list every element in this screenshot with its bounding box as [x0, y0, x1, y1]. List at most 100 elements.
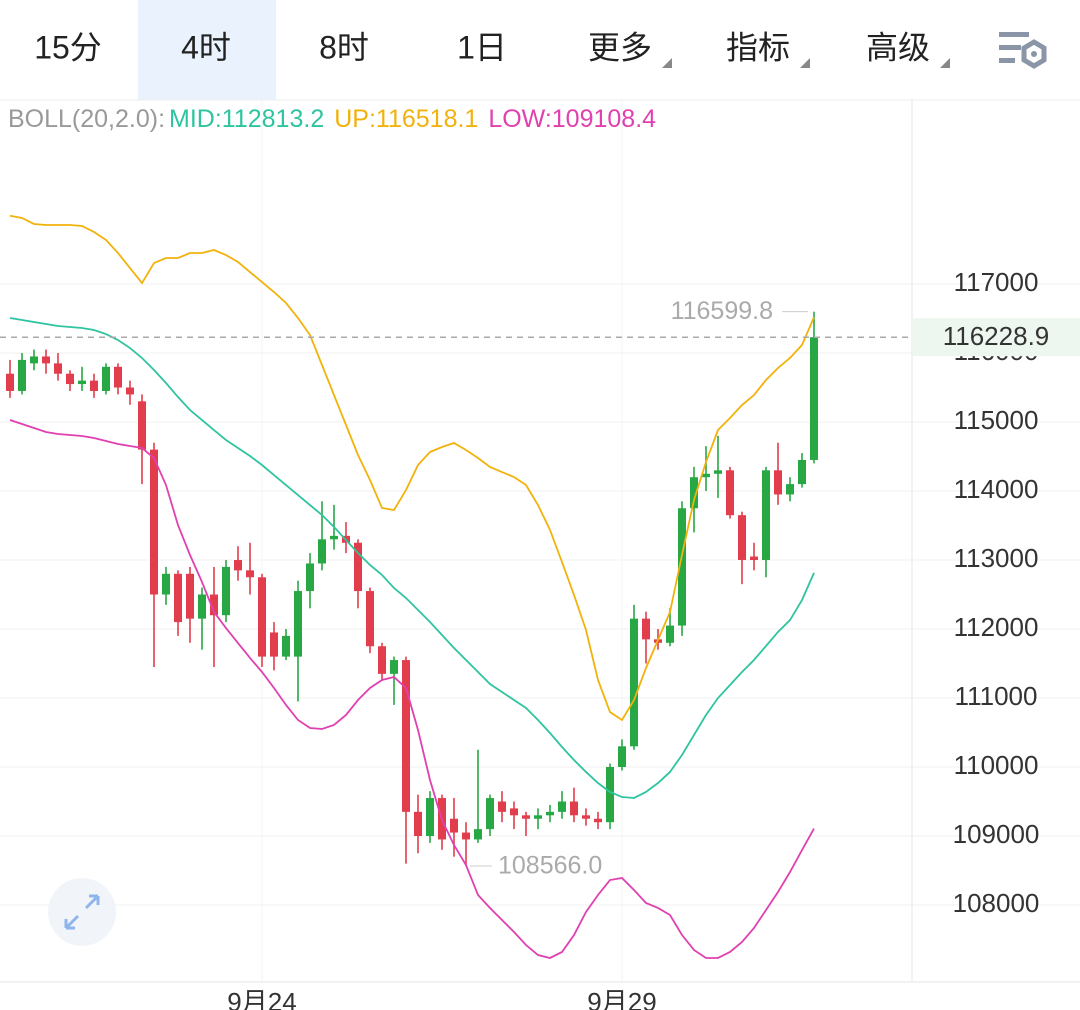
indicator-legend: BOLL(20,2.0): MID:112813.2 UP:116518.1 LOW:…: [8, 105, 656, 133]
candle-body: [630, 618, 638, 747]
candle-body: [246, 570, 254, 578]
candle-body: [690, 477, 698, 509]
candle-body: [474, 829, 482, 840]
candle-body: [210, 594, 218, 616]
expand-bg: [48, 878, 116, 946]
candle-body: [414, 811, 422, 837]
candle-body: [522, 815, 530, 819]
legend-item: UP:116518.1: [334, 105, 478, 133]
candle-body: [786, 484, 794, 495]
candle-body: [546, 811, 554, 816]
candle-body: [666, 625, 674, 643]
tab[interactable]: 15分: [34, 29, 102, 65]
candle-body: [198, 594, 206, 619]
candle-body: [534, 815, 542, 819]
candle-body: [498, 801, 506, 812]
candle-body: [642, 618, 650, 640]
high-label: 116599.8: [671, 297, 773, 325]
candle-body: [126, 387, 134, 395]
candle-body: [18, 359, 26, 391]
candle-body: [798, 459, 806, 485]
y-tick-label: 111000: [955, 681, 1038, 711]
legend-item: LOW:109108.4: [488, 105, 656, 133]
tab-selected-bg: [138, 0, 276, 100]
expand-arrows: [64, 894, 100, 930]
candle-body: [306, 563, 314, 592]
candle-body: [54, 363, 62, 374]
candle-body: [114, 366, 122, 388]
y-tick-label: 117000: [954, 267, 1039, 297]
y-tick-label: 115000: [954, 405, 1039, 435]
candle-body: [186, 573, 194, 619]
dropdown-caret: [662, 58, 672, 68]
icon-bar: [999, 45, 1021, 50]
candle-body: [78, 380, 86, 385]
candle-body: [258, 577, 266, 657]
icon-dot: [1031, 51, 1037, 57]
y-tick-label: 113000: [954, 543, 1039, 573]
candle-body: [42, 356, 50, 364]
boll-line: [9, 419, 815, 959]
candle-body: [90, 380, 98, 391]
x-tick-label: 9月29: [587, 987, 656, 1010]
candle-body: [378, 646, 386, 674]
y-tick-label: 112000: [954, 612, 1039, 642]
candle-body: [486, 798, 494, 830]
candle-body: [450, 818, 458, 833]
expand-button[interactable]: [48, 878, 116, 946]
candle-body: [702, 473, 710, 478]
candle-body: [150, 449, 158, 595]
tab[interactable]: 4时: [181, 29, 231, 65]
candle-body: [774, 470, 782, 495]
candle-body: [138, 401, 146, 450]
candle-body: [462, 832, 470, 840]
tab[interactable]: 1日: [457, 29, 507, 65]
dropdown-caret: [940, 58, 950, 68]
candle-body: [330, 535, 338, 540]
legend-items: MID:112813.2 UP:116518.1 LOW:109108.4: [169, 105, 656, 133]
y-tick-label: 108000: [953, 888, 1040, 918]
candle-body: [318, 539, 326, 564]
last-price-label: 116228.9: [943, 321, 1050, 351]
low-label: 108566.0: [498, 852, 602, 880]
x-tick-label: 9月24: [227, 987, 296, 1010]
y-tick-label: 109000: [953, 819, 1040, 849]
dropdown-caret: [800, 58, 810, 68]
icon-bar: [999, 32, 1029, 37]
candle-body: [558, 801, 566, 812]
candle-body: [294, 591, 302, 657]
candle-body: [162, 573, 170, 595]
candle-body: [234, 560, 242, 571]
candle-body: [726, 470, 734, 516]
candle-body: [30, 356, 38, 364]
candle-body: [354, 542, 362, 592]
settings-icon[interactable]: [999, 32, 1047, 69]
tab[interactable]: 高级: [866, 29, 930, 65]
candle-body: [570, 801, 578, 816]
tab[interactable]: 8时: [319, 29, 369, 65]
candle-body: [594, 818, 602, 823]
candle-body: [174, 573, 182, 623]
candle-body: [390, 660, 398, 674]
candle-body: [762, 470, 770, 561]
icon-bar: [999, 58, 1015, 63]
candle-body: [582, 815, 590, 819]
candle-body: [678, 508, 686, 626]
icon-hex: [1021, 39, 1047, 69]
indicator-name: BOLL(20,2.0):: [8, 105, 165, 133]
legend-item: MID:112813.2: [169, 105, 324, 133]
candle-body: [810, 337, 818, 460]
candle-body: [222, 566, 230, 616]
candle-body: [714, 470, 722, 474]
y-tick-label: 114000: [954, 474, 1039, 504]
candle-body: [750, 556, 758, 561]
candle-body: [618, 746, 626, 768]
boll-line: [9, 214, 815, 722]
tab[interactable]: 更多: [588, 29, 652, 65]
candle-body: [510, 808, 518, 816]
y-tick-label: 110000: [954, 750, 1039, 780]
candle-body: [426, 798, 434, 837]
tab[interactable]: 指标: [726, 29, 790, 65]
